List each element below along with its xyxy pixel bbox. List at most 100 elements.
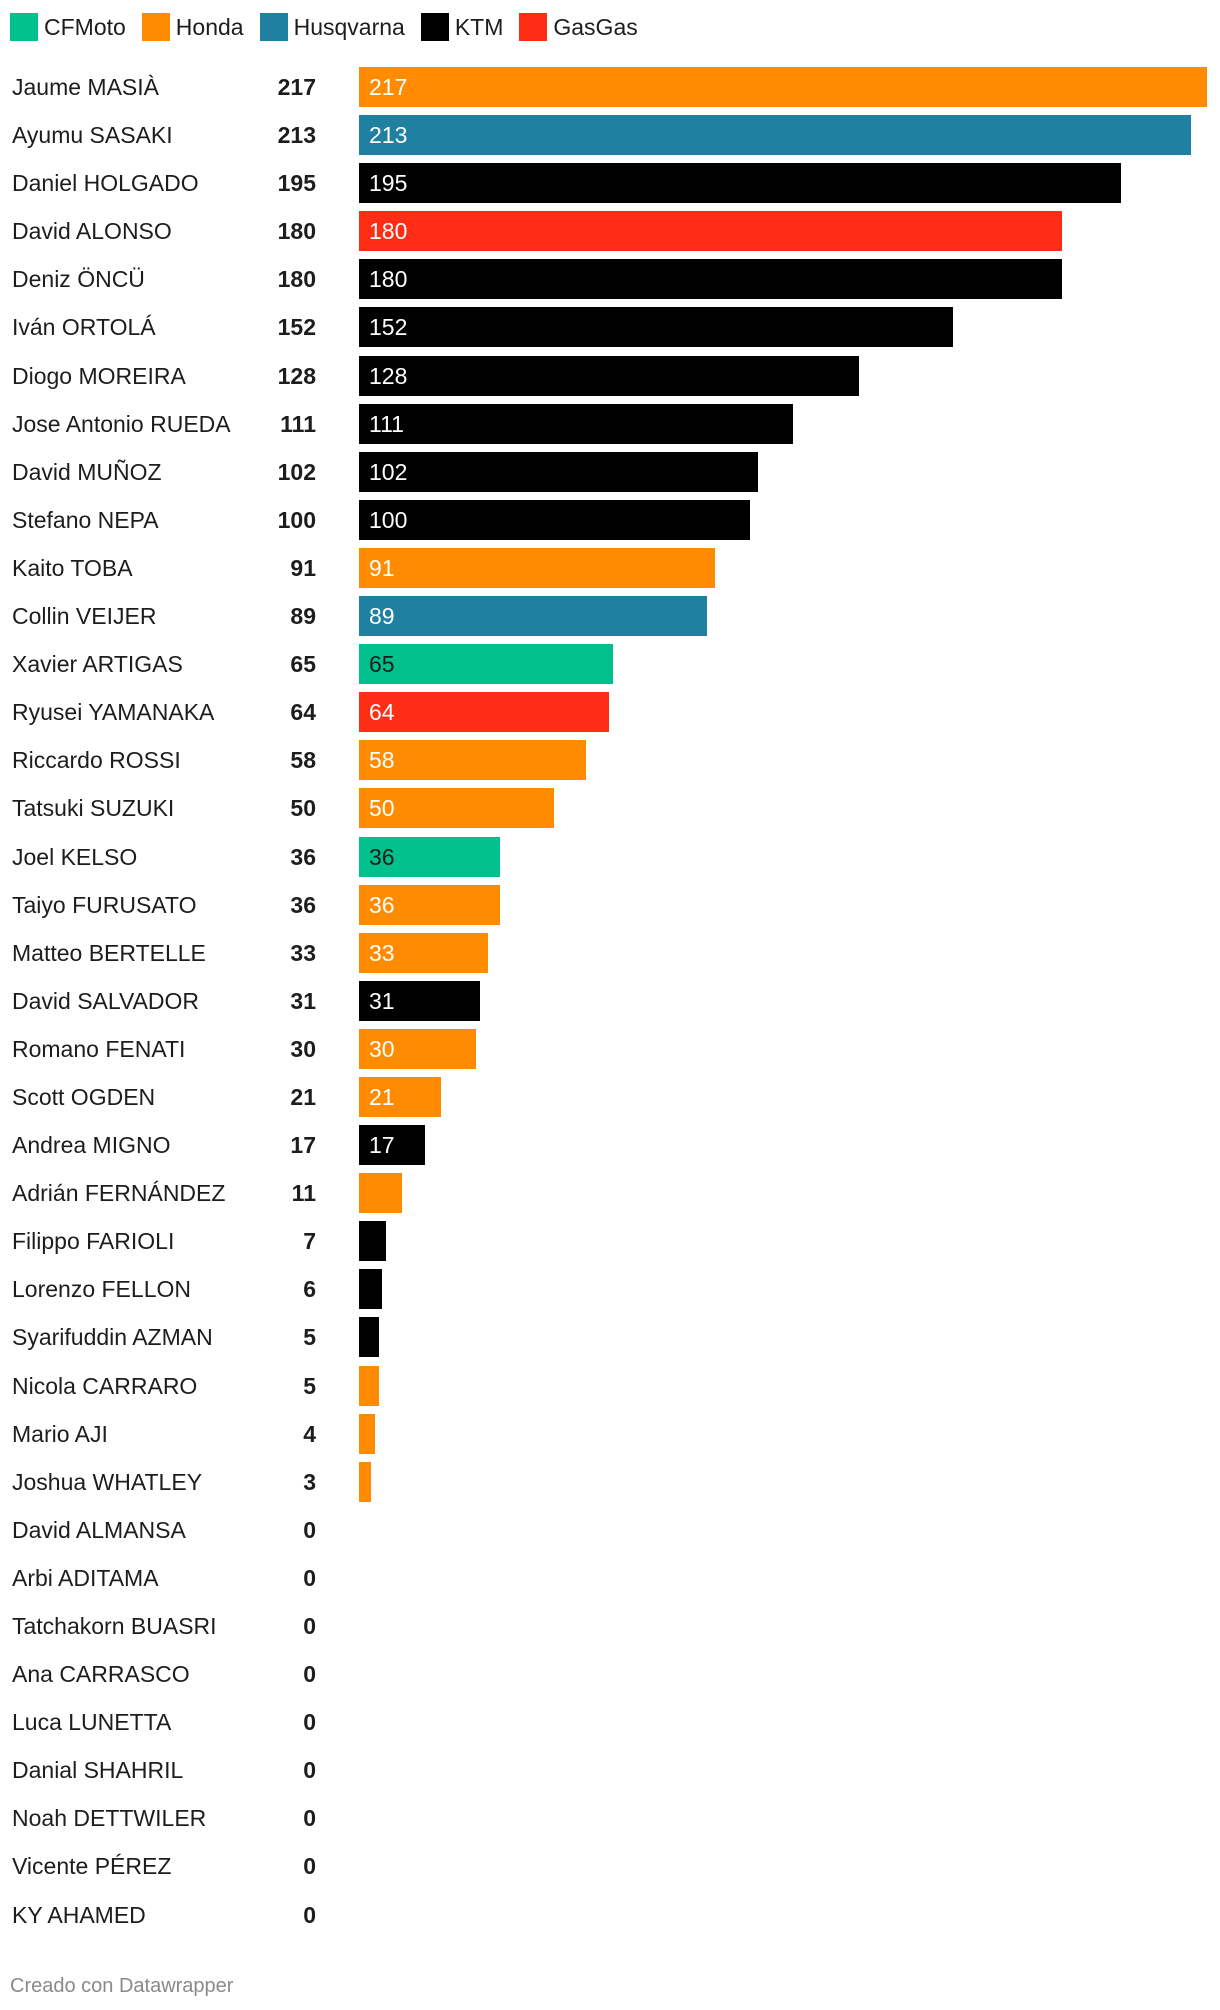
- bar: 195: [359, 163, 1122, 204]
- legend-label: Husqvarna: [293, 13, 405, 40]
- rider-name: Daniel HOLGADO: [12, 170, 199, 197]
- rider-name: Deniz ÖNCÜ: [12, 266, 145, 293]
- chart-row: Joshua WHATLEY 3: [0, 1461, 1220, 1510]
- rider-name: Diogo MOREIRA: [12, 362, 186, 389]
- chart-row: Jose Antonio RUEDA 111 111: [0, 403, 1220, 452]
- rider-name: Stefano NEPA: [12, 506, 159, 533]
- chart-row: Joel KELSO 36 36: [0, 836, 1220, 885]
- chart-row: Andrea MIGNO 17 17: [0, 1125, 1220, 1173]
- chart-row: Scott OGDEN 21 21: [0, 1076, 1220, 1125]
- bar-value-label: 50: [369, 795, 395, 822]
- bar-value-label: 36: [369, 843, 395, 870]
- legend-label: GasGas: [553, 13, 638, 40]
- legend-swatch: [259, 13, 288, 41]
- bar: 64: [359, 692, 610, 733]
- points-value: 213: [277, 122, 316, 149]
- bar-value-label: 213: [369, 122, 408, 149]
- chart-row: Jaume MASIÀ 217 217: [0, 67, 1220, 115]
- points-value: 5: [303, 1372, 316, 1399]
- points-value: 3: [303, 1468, 316, 1495]
- bar: 128: [359, 355, 860, 396]
- points-value: 31: [290, 987, 316, 1014]
- bar-value-label: 31: [369, 987, 395, 1014]
- rider-name: Xavier ARTIGAS: [12, 651, 183, 678]
- points-value: 36: [290, 843, 316, 870]
- legend-label: KTM: [454, 13, 504, 40]
- points-value: 36: [290, 891, 316, 918]
- bar: 89: [359, 596, 707, 637]
- chart-row: Ayumu SASAKI 213 213: [0, 115, 1220, 163]
- points-value: 100: [277, 506, 316, 533]
- bar-value-label: 33: [369, 939, 395, 966]
- points-value: 5: [303, 1324, 316, 1351]
- bar-chart: Jaume MASIÀ 217 217 Ayumu SASAKI 213 213 Danie…: [0, 67, 1220, 1943]
- rider-name: David ALMANSA: [12, 1516, 186, 1543]
- rider-name: Ryusei YAMANAKA: [12, 699, 215, 726]
- rider-name: Adrián FERNÁNDEZ: [12, 1180, 226, 1207]
- bar: 17: [359, 1125, 426, 1166]
- chart-row: David SALVADOR 31 31: [0, 980, 1220, 1029]
- rider-name: KY AHAMED: [12, 1901, 146, 1928]
- rider-name: David ALONSO: [12, 218, 172, 245]
- rider-name: Andrea MIGNO: [12, 1132, 171, 1159]
- chart-row: David ALMANSA 0: [0, 1510, 1220, 1558]
- bar: 65: [359, 644, 613, 685]
- points-value: 0: [303, 1613, 316, 1639]
- bar: 91: [359, 547, 715, 588]
- legend-label: Honda: [175, 13, 244, 40]
- chart-row: KY AHAMED 0: [0, 1895, 1220, 1943]
- bar: [359, 1173, 402, 1214]
- legend-item-honda: Honda: [141, 13, 244, 41]
- legend-swatch: [141, 13, 170, 41]
- rider-name: Lorenzo FELLON: [12, 1276, 191, 1303]
- chart-row: Nicola CARRARO 5: [0, 1365, 1220, 1414]
- rider-name: Riccardo ROSSI: [12, 747, 181, 774]
- bar-value-label: 91: [369, 554, 395, 581]
- chart-row: Collin VEIJER 89 89: [0, 596, 1220, 644]
- bar: 213: [359, 115, 1192, 156]
- points-value: 217: [277, 74, 316, 100]
- rider-name: Iván ORTOLÁ: [12, 314, 156, 341]
- points-value: 0: [303, 1901, 316, 1928]
- points-value: 0: [303, 1564, 316, 1591]
- bar: 50: [359, 788, 555, 829]
- rider-name: Ana CARRASCO: [12, 1661, 190, 1688]
- points-value: 33: [290, 939, 316, 966]
- legend-item-cfmoto: CFMoto: [10, 13, 126, 41]
- bar-value-label: 180: [369, 218, 408, 245]
- legend-item-ktm: KTM: [420, 13, 504, 41]
- chart-row: Arbi ADITAMA 0: [0, 1558, 1220, 1606]
- legend-item-husqvarna: Husqvarna: [259, 13, 405, 41]
- legend-swatch: [519, 13, 548, 41]
- bar: 102: [359, 451, 758, 492]
- chart-row: David MUÑOZ 102 102: [0, 451, 1220, 500]
- chart-row: Tatchakorn BUASRI 0: [0, 1606, 1220, 1654]
- points-value: 111: [280, 410, 316, 437]
- points-value: 102: [277, 458, 316, 485]
- bar: 217: [359, 67, 1207, 107]
- bar-value-label: 17: [369, 1132, 395, 1159]
- legend-label: CFMoto: [44, 13, 126, 40]
- bar: 30: [359, 1028, 477, 1069]
- points-value: 50: [290, 795, 316, 822]
- points-value: 65: [290, 651, 316, 678]
- bar: [359, 1221, 387, 1262]
- chart-row: Tatsuki SUZUKI 50 50: [0, 788, 1220, 836]
- bar-value-label: 36: [369, 891, 395, 918]
- bar: 152: [359, 307, 953, 348]
- rider-name: Joel KELSO: [12, 843, 138, 870]
- points-value: 0: [303, 1757, 316, 1784]
- rider-name: Jose Antonio RUEDA: [12, 410, 231, 437]
- bar: [359, 1365, 379, 1406]
- rider-name: Joshua WHATLEY: [12, 1468, 203, 1495]
- chart-row: Danial SHAHRIL 0: [0, 1750, 1220, 1798]
- chart-row: Iván ORTOLÁ 152 152: [0, 307, 1220, 355]
- points-value: 21: [290, 1083, 316, 1110]
- bar: 58: [359, 740, 586, 781]
- rider-name: Danial SHAHRIL: [12, 1757, 184, 1784]
- bar-value-label: 217: [369, 74, 408, 100]
- bar: 100: [359, 499, 750, 540]
- bar-value-label: 195: [369, 170, 408, 197]
- points-value: 0: [303, 1661, 316, 1688]
- bar-value-label: 30: [369, 1035, 395, 1062]
